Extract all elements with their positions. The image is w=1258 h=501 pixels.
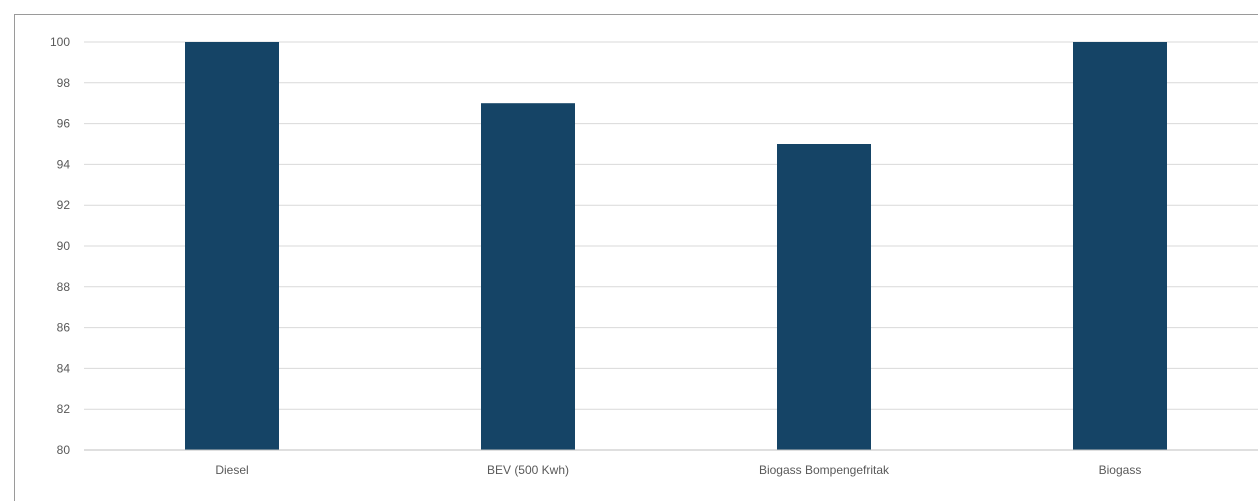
y-tick-label: 98 xyxy=(57,76,71,90)
bar-bev-500-kwh xyxy=(481,103,575,450)
bars xyxy=(185,42,1167,450)
x-category-label: BEV (500 Kwh) xyxy=(487,463,569,477)
y-tick-label: 100 xyxy=(50,35,70,49)
y-tick-label: 94 xyxy=(57,157,71,171)
bar-biogass-bompengefritak xyxy=(777,144,871,450)
x-axis-labels: Diesel BEV (500 Kwh) Biogass Bompengefrita… xyxy=(215,463,1141,477)
y-tick-label: 90 xyxy=(57,239,71,253)
x-category-label: Biogass Bompengefritak xyxy=(759,463,890,477)
x-category-label: Biogass xyxy=(1099,463,1142,477)
y-tick-label: 80 xyxy=(57,443,71,457)
y-axis-ticks: 80 82 84 86 88 90 92 94 96 98 100 xyxy=(50,35,70,457)
y-tick-label: 96 xyxy=(57,117,71,131)
bar-diesel xyxy=(185,42,279,450)
x-category-label: Diesel xyxy=(215,463,248,477)
grid-lines xyxy=(84,41,1258,410)
bar-biogass xyxy=(1073,42,1167,450)
y-tick-label: 92 xyxy=(57,198,71,212)
y-tick-label: 82 xyxy=(57,402,71,416)
y-tick-label: 86 xyxy=(57,321,71,335)
y-tick-label: 84 xyxy=(57,361,71,375)
y-tick-label: 88 xyxy=(57,280,71,294)
